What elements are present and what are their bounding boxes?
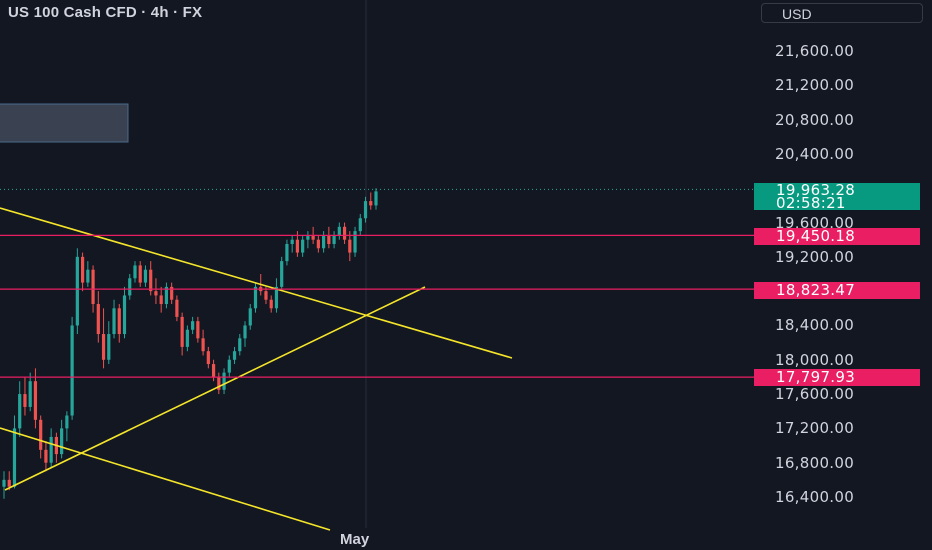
candle-body: [243, 325, 247, 339]
price-tick-label: 19,600.00: [775, 213, 855, 232]
descending-trendline-lower: [0, 427, 331, 531]
candle-body: [217, 376, 221, 390]
candle-body: [154, 291, 158, 296]
candle-body: [196, 321, 200, 339]
candle-body: [185, 329, 189, 347]
price-tick-label: 17,200.00: [775, 419, 855, 438]
rectangle-drawing: [0, 103, 129, 143]
candle-body: [201, 338, 205, 352]
price-tick-label: 18,400.00: [775, 316, 855, 335]
candle-body: [285, 243, 289, 262]
candle-body: [311, 235, 315, 240]
candle-body: [96, 304, 100, 335]
price-tick-label: 18,000.00: [775, 350, 855, 369]
price-tick-label: 21,600.00: [775, 42, 855, 60]
candle-body: [164, 286, 169, 305]
candle-body: [306, 235, 310, 240]
candle-body: [316, 239, 320, 249]
chart-drawings: [0, 103, 754, 378]
candle-body: [295, 239, 300, 253]
candle-body: [222, 372, 226, 390]
price-tick-label: 16,400.00: [775, 488, 855, 506]
candle-body: [65, 415, 69, 429]
candle-body: [159, 295, 163, 305]
candle-body: [117, 308, 121, 335]
candle-body: [327, 235, 331, 244]
candle-body: [70, 325, 74, 416]
symbol-title[interactable]: US 100 Cash CFD · 4h · FX: [8, 4, 203, 21]
candle-body: [2, 479, 6, 487]
candle-body: [7, 479, 11, 487]
candle-body: [33, 381, 38, 420]
candle-body: [211, 364, 216, 377]
candle-body: [332, 235, 336, 244]
candle-body: [264, 291, 268, 300]
candle-body: [143, 269, 148, 283]
time-axis-label: May: [340, 531, 370, 548]
candle-body: [28, 381, 32, 407]
candle-body: [149, 269, 153, 292]
candle-body: [128, 278, 132, 296]
candle-body: [232, 351, 237, 360]
candle-body: [107, 334, 111, 360]
candle-body: [274, 286, 279, 309]
candle-body: [342, 226, 347, 240]
price-tick-label: 17,600.00: [775, 385, 855, 404]
candle-body: [60, 428, 64, 455]
candle-body: [358, 218, 362, 232]
candle-body: [227, 359, 231, 373]
candle-body: [39, 419, 43, 450]
candle-body: [12, 428, 17, 487]
candle-body: [248, 308, 252, 326]
descending-trendline-upper: [0, 207, 513, 359]
candle-body: [23, 394, 27, 407]
candle-body: [133, 265, 137, 279]
candle-body: [374, 191, 378, 206]
candle-body: [269, 299, 273, 309]
ascending-trendline: [4, 286, 426, 491]
price-tick-label: 16,800.00: [775, 453, 855, 472]
price-tick-label: 21,200.00: [775, 76, 855, 95]
candle-body: [290, 239, 294, 244]
current-price-label: 19,963.28 02:58:21: [754, 181, 920, 212]
candle-body: [363, 201, 368, 219]
candle-body: [253, 286, 258, 309]
candle-body: [191, 321, 195, 330]
currency-button[interactable]: USD: [761, 3, 923, 23]
price-tick-label: 20,400.00: [775, 144, 855, 163]
candle-body: [238, 338, 242, 352]
candle-body: [112, 308, 116, 335]
candle-body: [49, 436, 53, 463]
candle-body: [75, 256, 79, 326]
candle-body: [44, 449, 48, 463]
level-label-3: 17,797.93: [754, 369, 920, 386]
candle-body: [206, 351, 210, 365]
candle-body: [348, 239, 352, 253]
candle-body: [18, 394, 22, 429]
candle-body: [91, 269, 95, 305]
candle-body: [337, 226, 341, 236]
level-label-1: 19,450.18: [754, 228, 920, 245]
candle-body: [369, 201, 373, 206]
candle-body: [353, 231, 357, 253]
candle-body: [280, 261, 284, 287]
candle-body: [301, 239, 305, 253]
candle-body: [122, 295, 127, 335]
current-price-value: 19,963.28: [776, 181, 856, 199]
level-label-2: 18,823.47: [754, 282, 920, 299]
bar-countdown: 02:58:21: [776, 194, 846, 212]
candlestick-series: [0, 188, 513, 531]
candle-body: [138, 265, 142, 283]
candle-body: [80, 256, 85, 283]
candle-body: [101, 334, 106, 360]
candle-body: [322, 235, 326, 249]
candle-body: [180, 316, 184, 347]
candle-body: [86, 269, 90, 283]
price-tick-label: 19,200.00: [775, 247, 855, 266]
candle-body: [175, 299, 179, 317]
price-tick-label: 20,800.00: [775, 110, 855, 129]
candle-body: [170, 286, 174, 300]
